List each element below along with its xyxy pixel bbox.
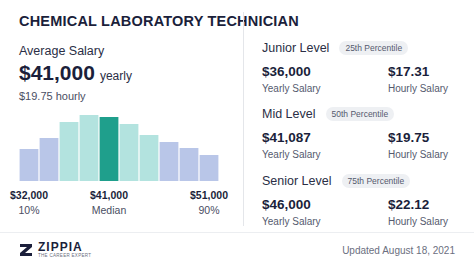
html-text:75th Percentile: 75th Percentile <box>347 176 405 186</box>
html-text:Mid Level: Mid Level <box>262 107 316 121</box>
html-text:$36,000: $36,000 <box>262 64 311 79</box>
svg-text:$41,000: $41,000 <box>90 189 128 201</box>
html-text:Average Salary: Average Salary <box>19 44 105 58</box>
html-text:ZIPPIA: ZIPPIA <box>38 240 83 254</box>
html-text:Updated August 18, 2021: Updated August 18, 2021 <box>342 245 455 256</box>
svg-text:90%: 90% <box>198 204 219 216</box>
html-text:$46,000: $46,000 <box>262 197 311 212</box>
svg-text:10%: 10% <box>18 204 39 216</box>
svg-text:Median: Median <box>92 204 127 216</box>
html-text:Yearly Salary: Yearly Salary <box>262 216 321 227</box>
html-text:25th Percentile: 25th Percentile <box>345 43 403 53</box>
html-text:$22.12: $22.12 <box>388 197 430 212</box>
html-text:Yearly Salary: Yearly Salary <box>262 149 321 160</box>
html-text:$41,000 yearly: $41,000 yearly <box>19 61 132 84</box>
html-text:$19.75 hourly: $19.75 hourly <box>19 90 86 102</box>
html-text:Hourly Salary: Hourly Salary <box>388 149 448 160</box>
html-text:Senior Level: Senior Level <box>262 174 332 188</box>
html-text:Yearly Salary: Yearly Salary <box>262 83 321 94</box>
html-text:Hourly Salary: Hourly Salary <box>388 216 448 227</box>
html-text:$19.75: $19.75 <box>388 130 430 145</box>
html-text:Junior Level: Junior Level <box>262 41 330 55</box>
html-text:THE CAREER EXPERT: THE CAREER EXPERT <box>38 253 92 258</box>
html-text:Hourly Salary: Hourly Salary <box>388 83 448 94</box>
html-text:$17.31: $17.31 <box>388 64 430 79</box>
html-text:$41,087: $41,087 <box>262 130 311 145</box>
html-text:50th Percentile: 50th Percentile <box>331 109 389 119</box>
svg-text:$51,000: $51,000 <box>190 189 228 201</box>
html-text:CHEMICAL LABORATORY TECHNICIAN: CHEMICAL LABORATORY TECHNICIAN <box>19 13 299 29</box>
svg-text:$32,000: $32,000 <box>10 189 48 201</box>
